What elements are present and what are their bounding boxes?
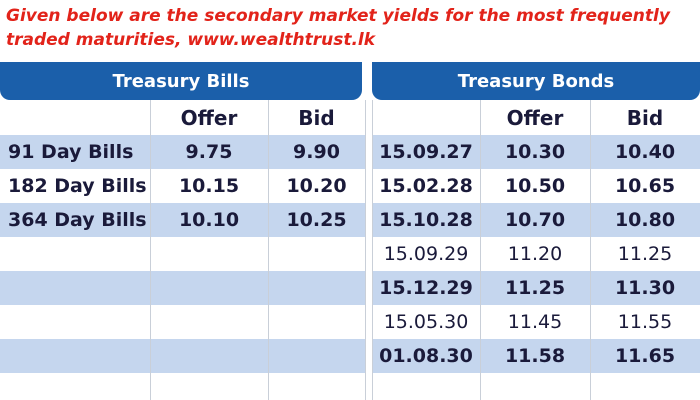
row-label: 182 Day Bills (8, 175, 147, 197)
row-label: 91 Day Bills (8, 141, 134, 163)
row-shade (0, 203, 365, 237)
row-shade (0, 135, 365, 169)
grid-line (365, 100, 366, 400)
caption: Given below are the secondary market yie… (6, 6, 670, 26)
yield-value: 11.65 (614, 345, 676, 367)
yield-value: 11.30 (614, 277, 676, 299)
row-label: 15.09.27 (379, 141, 473, 163)
yield-value: 11.45 (507, 311, 563, 333)
row-shade (372, 135, 700, 169)
row-shade (0, 271, 365, 305)
row-shade (372, 339, 700, 373)
yield-value: 10.80 (614, 209, 676, 231)
caption: traded maturities, www.wealthtrust.lk (6, 30, 376, 50)
column-header: Bid (626, 106, 664, 130)
grid-line (150, 100, 151, 400)
yield-value: 11.55 (617, 311, 673, 333)
yield-value: 10.65 (614, 175, 676, 197)
row-label: 15.02.28 (379, 175, 473, 197)
bonds-title: Treasury Bonds (372, 62, 700, 100)
yield-value: 10.20 (286, 175, 347, 197)
yield-value: 10.15 (178, 175, 240, 197)
yield-value: 9.75 (185, 141, 233, 163)
bills-title: Treasury Bills (0, 62, 362, 100)
yield-value: 9.90 (293, 141, 340, 163)
yield-value: 10.50 (504, 175, 566, 197)
yield-value: 11.58 (504, 345, 566, 367)
row-label: 01.08.30 (379, 345, 473, 367)
grid-line (480, 100, 481, 400)
grid-line (372, 100, 373, 400)
row-label: 364 Day Bills (8, 209, 147, 231)
column-header: Bid (298, 106, 335, 130)
row-label: 15.10.28 (379, 209, 473, 231)
yield-value: 11.25 (617, 243, 673, 265)
row-shade (0, 339, 365, 373)
yield-value: 11.25 (504, 277, 566, 299)
row-shade (372, 203, 700, 237)
yield-value: 10.25 (286, 209, 347, 231)
grid-line (268, 100, 269, 400)
yield-value: 10.70 (504, 209, 566, 231)
row-label: 15.05.30 (383, 311, 469, 333)
grid-line (590, 100, 591, 400)
row-shade (372, 271, 700, 305)
yield-value: 10.10 (178, 209, 240, 231)
yield-value: 10.30 (504, 141, 566, 163)
row-label: 15.12.29 (379, 277, 473, 299)
yield-value: 11.20 (507, 243, 563, 265)
column-header: Offer (180, 106, 238, 130)
row-label: 15.09.29 (383, 243, 469, 265)
column-header: Offer (506, 106, 564, 130)
yield-value: 10.40 (614, 141, 676, 163)
